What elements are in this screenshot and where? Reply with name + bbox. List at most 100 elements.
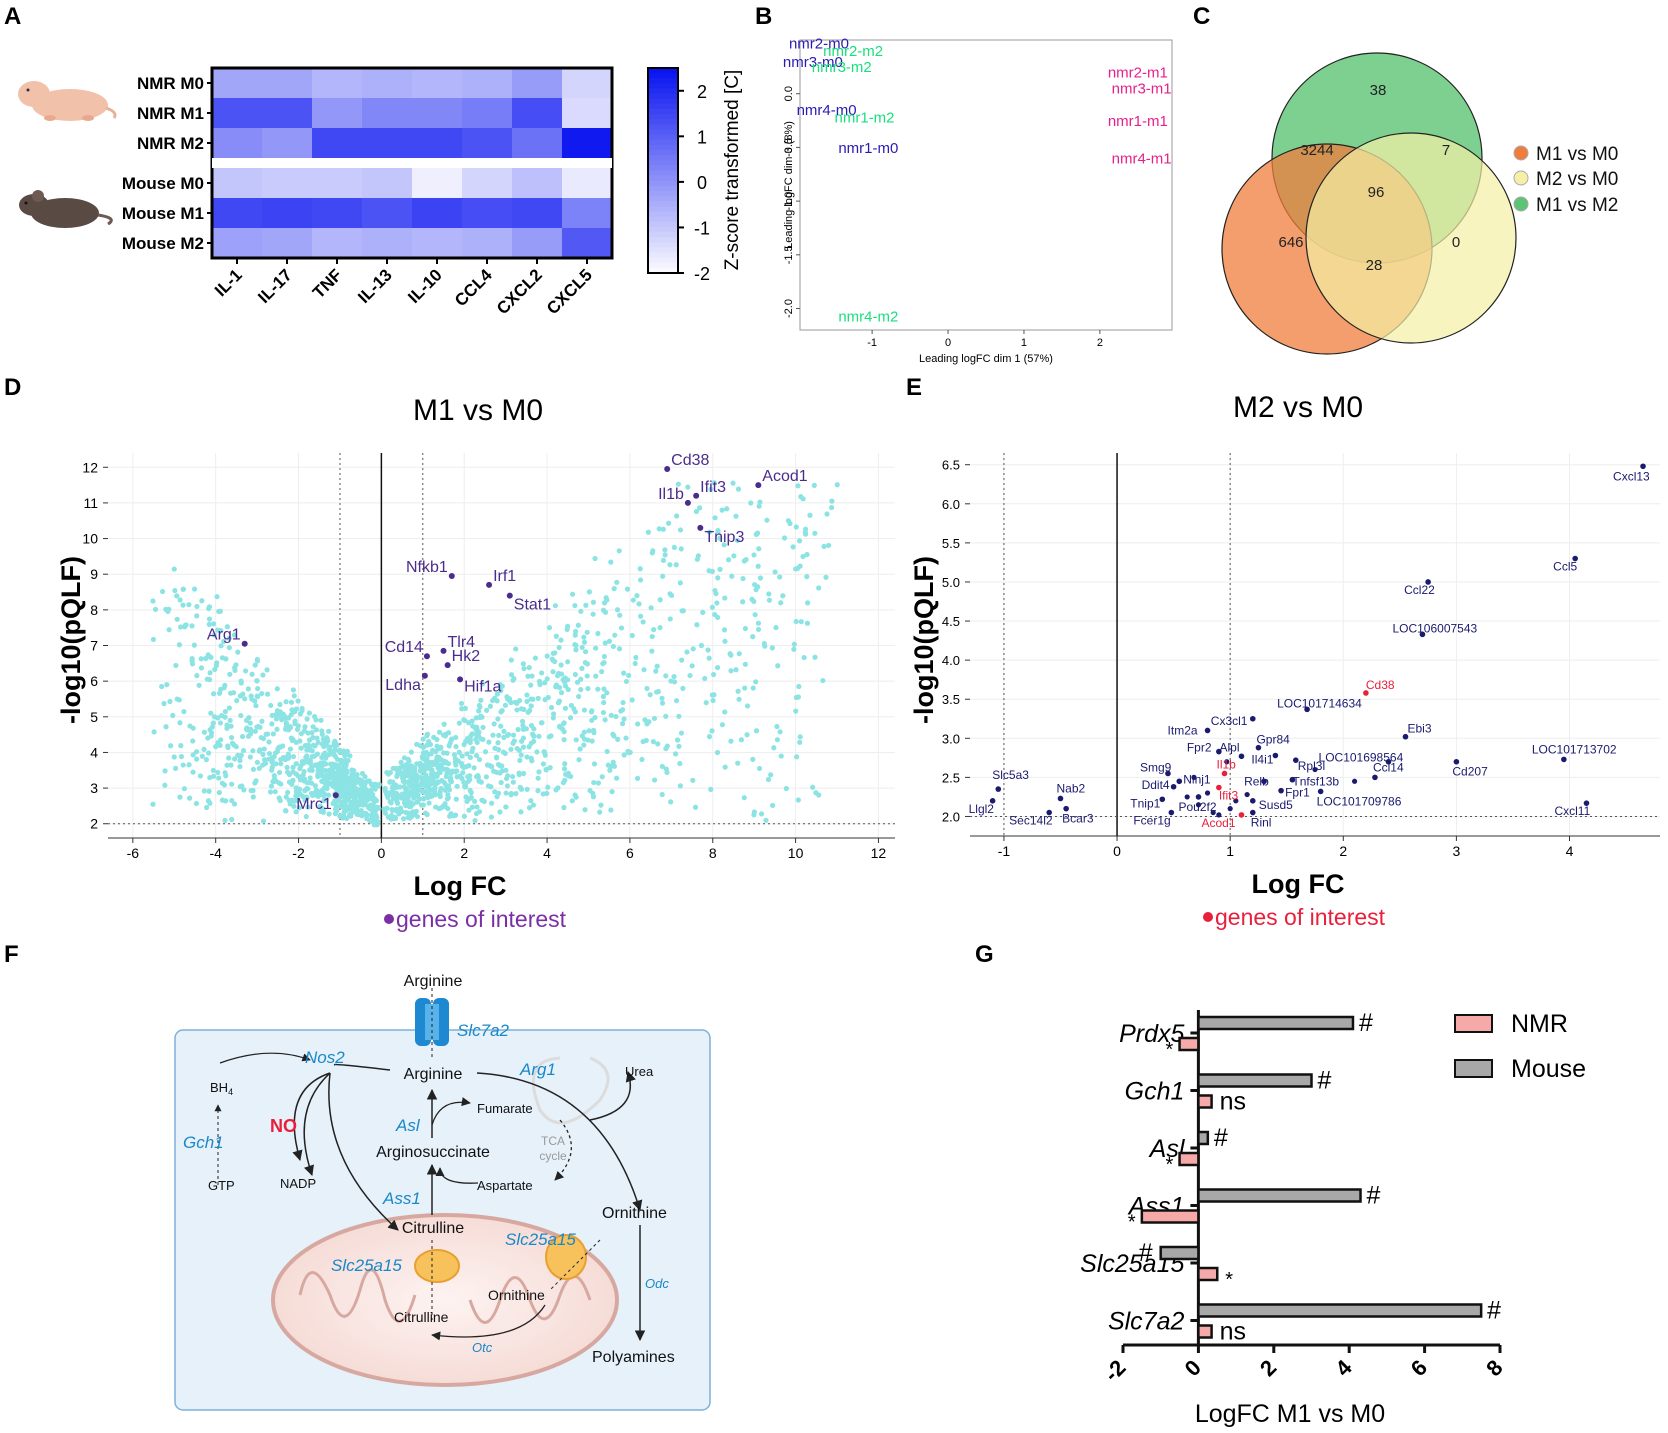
volcano-d-point [459, 753, 465, 759]
volcano-d-y-tick-label: 3 [90, 780, 98, 796]
volcano-d-point [228, 690, 234, 696]
volcano-d-point [226, 755, 232, 761]
volcano-d-point [617, 612, 623, 618]
volcano-d-point [287, 746, 294, 752]
volcano-d-gene-label: Cd14 [385, 639, 423, 656]
volcano-d-point [407, 764, 414, 770]
volcano-d-point [660, 557, 667, 564]
bar-nmr [1178, 1036, 1200, 1052]
colorbar-segment [648, 93, 678, 100]
volcano-e-gene-point [1372, 774, 1378, 781]
volcano-d-point [751, 552, 757, 558]
volcano-d-point [657, 597, 663, 603]
volcano-d-point [753, 728, 760, 734]
heatmap-cell [562, 168, 612, 198]
volcano-d-point [159, 683, 165, 690]
volcano-d-point [209, 724, 216, 730]
volcano-d-point [454, 783, 460, 789]
volcano-d-point [768, 772, 774, 778]
mds-point-label: nmr4-m1 [1112, 151, 1172, 168]
volcano-d-point [302, 788, 308, 794]
volcano-d-point [498, 709, 504, 715]
volcano-d-point [210, 767, 216, 774]
volcano-d-point [227, 671, 233, 677]
heatmap-cell [562, 228, 612, 258]
volcano-d-point [289, 781, 295, 787]
volcano-d-point [232, 665, 238, 671]
panel-label-g: G [975, 941, 994, 968]
panel-label-f: F [4, 941, 19, 968]
colorbar-segment [648, 247, 678, 254]
volcano-d-point [558, 662, 564, 668]
volcano-d-point [558, 637, 564, 643]
colorbar-segment [648, 124, 678, 131]
volcano-d-point [796, 683, 802, 690]
volcano-d-point [339, 758, 346, 764]
volcano-d-point [473, 810, 480, 817]
heatmap-cell [362, 98, 412, 128]
volcano-d-point [426, 800, 432, 806]
volcano-d-point [382, 810, 389, 816]
bar-mouse [1197, 1130, 1210, 1146]
volcano-e-gene-label: Cd38 [1366, 678, 1395, 692]
label-gch1: Gch1 [183, 1133, 224, 1152]
volcano-d-point [224, 624, 230, 630]
mds-point-label: nmr3-m0 [783, 54, 843, 71]
volcano-d-point [196, 682, 202, 688]
volcano-e-gene-point [1249, 809, 1256, 816]
venn-count-only-m1-vs-m2: 38 [1370, 82, 1387, 99]
volcano-d-point [534, 749, 540, 755]
volcano-d-point [678, 546, 684, 552]
volcano-d-point [226, 635, 232, 641]
volcano-d-point [364, 788, 370, 795]
bar-mouse [1197, 1303, 1483, 1318]
volcano-d-point [168, 743, 174, 749]
volcano-d-point [523, 726, 529, 732]
volcano-e-gene-label: Nab2 [1056, 781, 1085, 795]
volcano-d-point [337, 747, 343, 753]
volcano-d-point [476, 756, 483, 763]
volcano-d-point [611, 586, 617, 592]
volcano-d-point [352, 795, 359, 801]
volcano-d-point [280, 754, 287, 761]
bar-mouse-mark: # [1139, 1239, 1153, 1267]
volcano-d-point [167, 698, 173, 705]
volcano-d-point [284, 764, 290, 770]
volcano-d-point [219, 655, 226, 661]
volcano-d-point [331, 764, 337, 771]
volcano-d-point [277, 744, 283, 750]
volcano-d-point [659, 763, 665, 770]
volcano-d-point [320, 806, 326, 812]
volcano-d-point [363, 792, 370, 799]
volcano-d-point [561, 766, 568, 772]
volcano-d-point [565, 659, 571, 665]
heatmap-row-label: Mouse M0 [122, 174, 204, 193]
volcano-d-point [249, 696, 255, 702]
volcano-d-point [579, 665, 585, 671]
mds-x-tick-label: 2 [1097, 337, 1103, 349]
volcano-d-gene-point [421, 672, 428, 679]
volcano-d-point [199, 753, 205, 759]
volcano-d-point [616, 548, 622, 554]
volcano-d-point [755, 620, 762, 626]
label-ornithine-mito: Ornithine [488, 1287, 545, 1303]
volcano-d-point [602, 640, 608, 646]
volcano-d-xlabel: Log FC [414, 871, 507, 901]
volcano-d-point [722, 638, 728, 644]
volcano-d-point [221, 685, 227, 691]
volcano-e-point [1224, 759, 1230, 765]
volcano-d-point [331, 742, 337, 748]
bar-x-tick-label: 2 [1255, 1355, 1281, 1381]
volcano-d-point [546, 625, 553, 631]
volcano-e-point [1351, 778, 1358, 784]
volcano-d-point [568, 702, 575, 709]
volcano-d-point [501, 734, 507, 741]
volcano-d-point [211, 621, 217, 627]
heatmap-cell [412, 68, 462, 98]
volcano-d-point [741, 795, 747, 801]
volcano-d-point [422, 783, 428, 789]
volcano-d-point [492, 745, 498, 751]
volcano-d-point [738, 737, 745, 743]
volcano-d-point [797, 739, 803, 745]
volcano-d-point [574, 679, 581, 685]
